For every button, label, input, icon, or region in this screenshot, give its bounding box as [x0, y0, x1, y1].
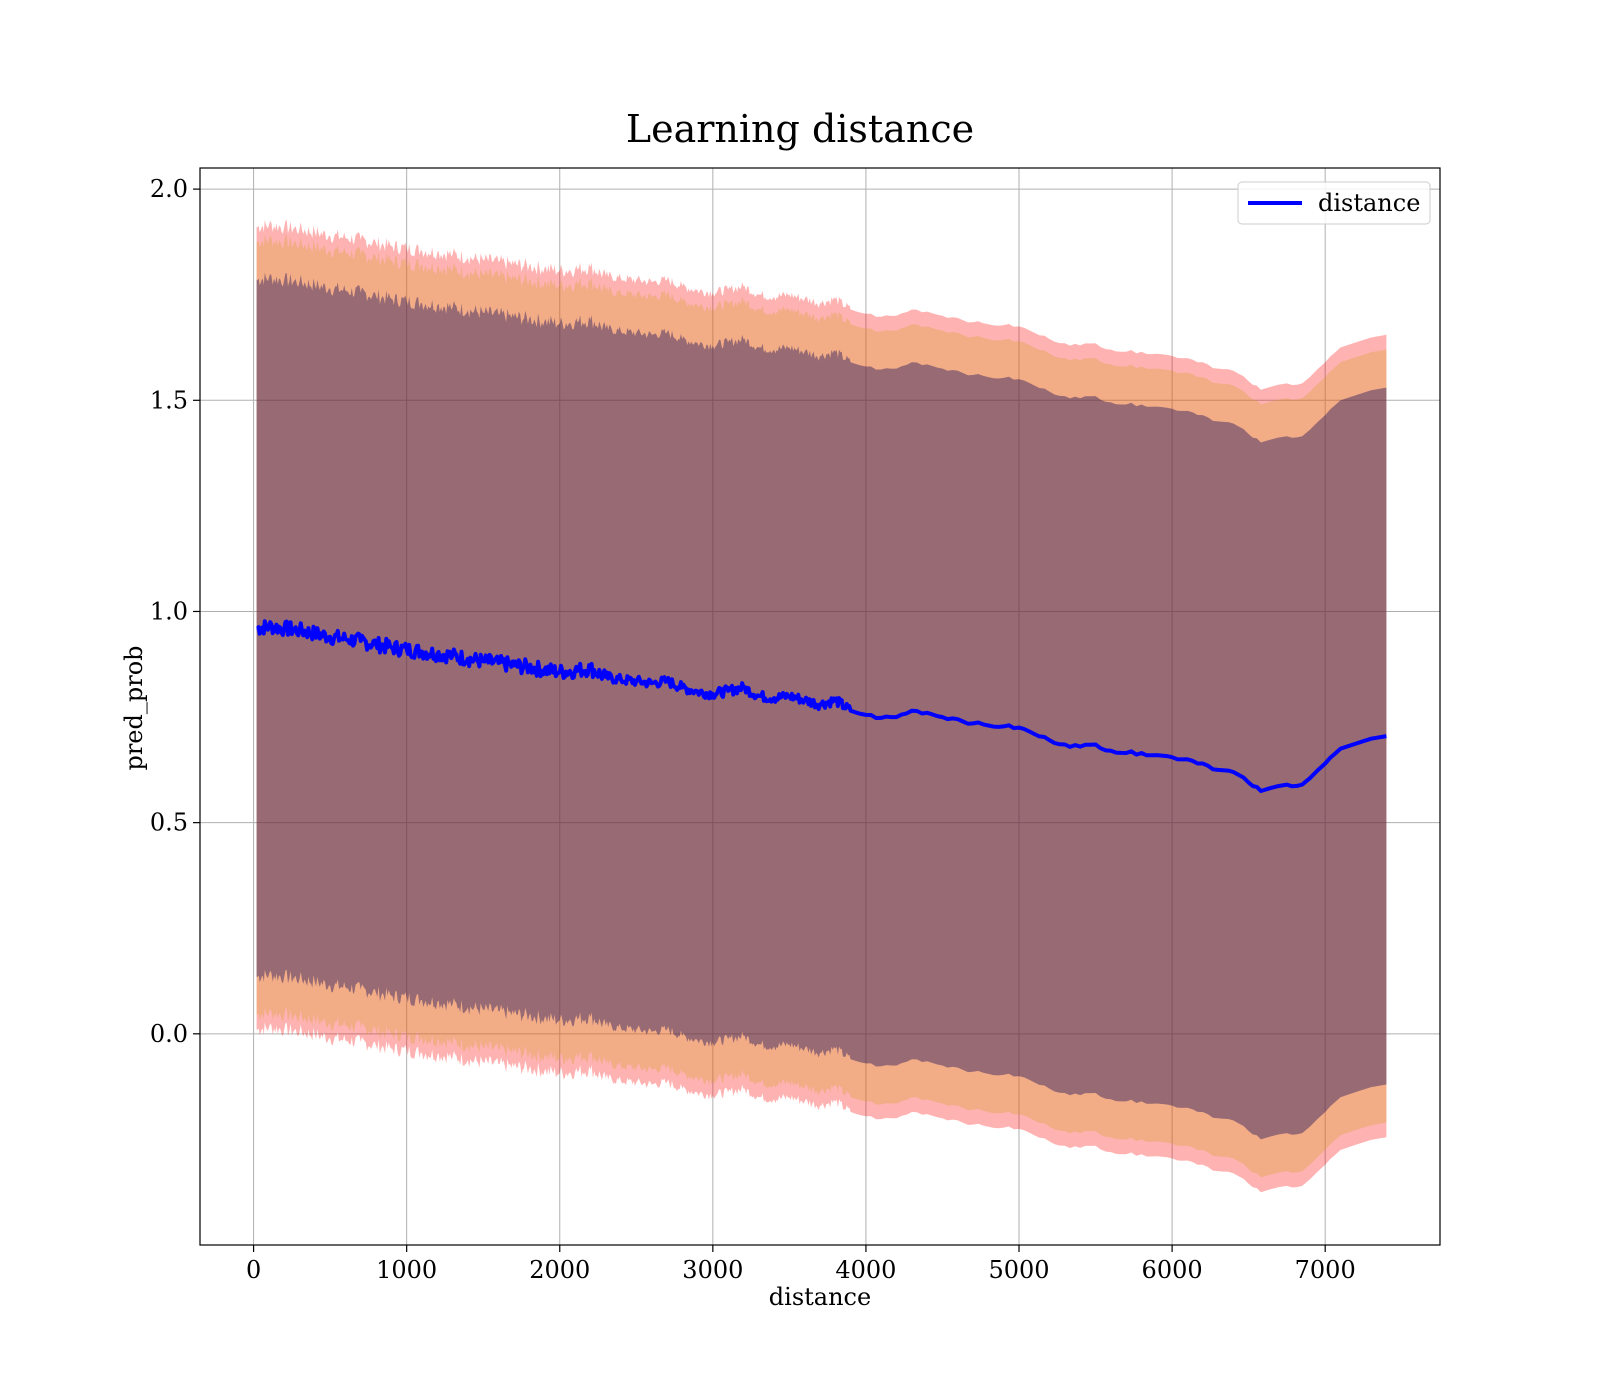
- y-axis-ticks: 0.0 0.5 1.0 1.5 2.0: [150, 175, 200, 1048]
- x-tick-label: 5000: [988, 1256, 1049, 1284]
- x-axis-ticks: 0 1000 2000 3000 4000 5000 6000 7000: [246, 1245, 1356, 1284]
- legend: distance: [1237, 181, 1431, 225]
- y-axis-label: pred_prob: [120, 645, 148, 770]
- y-tick-label: 1.5: [150, 386, 188, 414]
- x-tick-label: 1000: [376, 1256, 437, 1284]
- series-lines: [255, 619, 1387, 793]
- series-line-distance: [255, 619, 1387, 793]
- plot-frame: [199, 167, 1441, 1246]
- x-tick-label: 4000: [835, 1256, 896, 1284]
- y-tick-label: 0.0: [150, 1020, 188, 1048]
- chart-title: Learning distance: [626, 107, 974, 151]
- grid: [200, 168, 1440, 1245]
- y-tick-label: 1.0: [150, 597, 188, 625]
- x-tick-label: 3000: [682, 1256, 743, 1284]
- x-tick-label: 6000: [1142, 1256, 1203, 1284]
- x-tick-label: 2000: [529, 1256, 590, 1284]
- x-tick-label: 0: [246, 1256, 261, 1284]
- legend-label: distance: [1318, 189, 1420, 217]
- x-axis-label: distance: [769, 1283, 871, 1311]
- y-tick-label: 2.0: [150, 175, 188, 203]
- y-tick-label: 0.5: [150, 809, 188, 837]
- x-tick-label: 7000: [1295, 1256, 1356, 1284]
- legend-box: [1237, 181, 1431, 225]
